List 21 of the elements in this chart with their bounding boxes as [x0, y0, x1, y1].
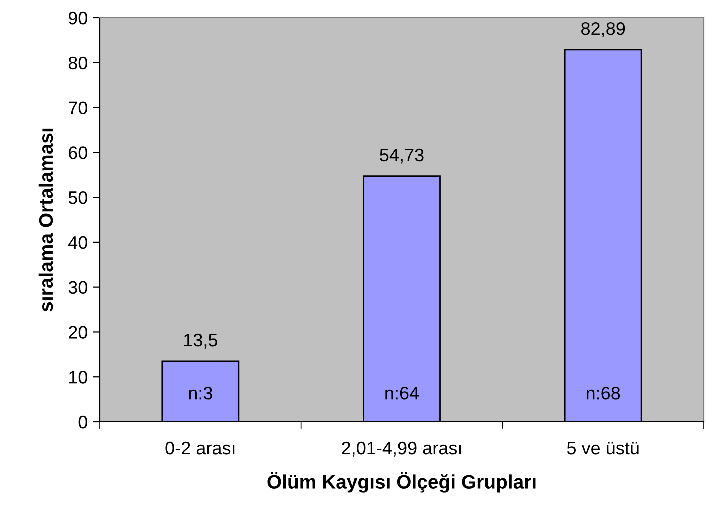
annotation: n:64 [386, 386, 420, 400]
annotation: n:68 [586, 386, 620, 400]
y-tick-label: 70 [69, 102, 88, 114]
y-tick-label: 0 [78, 416, 88, 429]
data-label: 82,89 [582, 22, 626, 38]
data-label: 54,73 [380, 148, 424, 164]
y-tick-label: 50 [68, 191, 88, 204]
y-tick-label: 40 [68, 236, 88, 250]
x-tick-label: 5 ve üstü [567, 442, 639, 455]
data-label: 13,5 [184, 334, 218, 349]
y-tick-label: 30 [68, 281, 88, 294]
x-axis-title: Ölüm Kaygısı Ölçeği Grupları [268, 472, 536, 493]
y-tick-label: 10 [69, 371, 88, 384]
y-tick-label: 20 [69, 326, 88, 339]
y-tick-label: 80 [68, 56, 88, 70]
x-tick-label: 2,01-4,99 arası [342, 442, 462, 457]
y-tick-label: 60 [69, 146, 88, 160]
y-tick-label: 90 [68, 12, 88, 25]
x-tick-label: 0-2 arası [166, 442, 235, 455]
annotation: n:3 [189, 386, 212, 400]
y-axis-title: sıralama Ortalaması [38, 128, 54, 312]
